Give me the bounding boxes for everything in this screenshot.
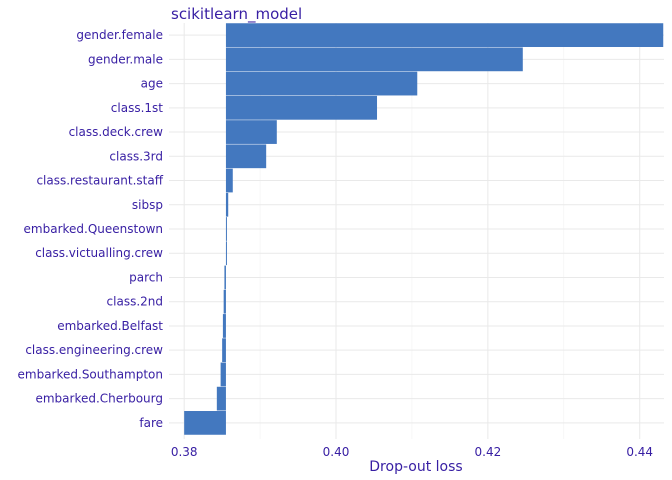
bar-embarked-queenstown [225, 217, 227, 241]
y-tick-label: class.restaurant.staff [36, 174, 163, 188]
x-axis-title: Drop-out loss [369, 459, 462, 475]
y-tick-label: gender.male [88, 52, 163, 66]
y-tick-label: fare [139, 416, 163, 430]
chart-title: scikitlearn_model [171, 5, 302, 24]
y-tick-label: class.1st [111, 101, 163, 115]
y-tick-label: embarked.Queenstown [24, 222, 163, 236]
y-axis-labels: gender.female gender.male age class.1st clas… [18, 28, 164, 430]
bar-age [225, 71, 418, 96]
x-tick-label: 0.44 [626, 445, 653, 459]
y-tick-label: class.victualling.crew [35, 246, 163, 260]
x-axis-labels: 0.38 0.40 0.42 0.44 [171, 445, 653, 459]
y-tick-label: sibsp [132, 198, 163, 212]
y-tick-label: embarked.Southampton [18, 367, 164, 381]
y-tick-label: embarked.Cherbourg [35, 392, 163, 406]
bar-gender-male [225, 47, 523, 72]
bar-sibsp [225, 192, 229, 217]
bar-embarked-cherbourg [216, 386, 226, 411]
bar-class-restaurant-staff [225, 168, 233, 193]
bars [184, 23, 664, 435]
y-tick-label: age [141, 77, 163, 91]
y-tick-label: class.engineering.crew [25, 343, 163, 357]
bar-class-engineering-crew [222, 338, 226, 363]
y-tick-label: embarked.Belfast [57, 319, 163, 333]
x-tick-label: 0.42 [475, 445, 502, 459]
bar-class-2nd [223, 289, 226, 314]
bar-class-3rd [225, 144, 267, 169]
y-tick-label: class.3rd [109, 149, 163, 163]
y-tick-label: gender.female [76, 28, 163, 42]
x-tick-label: 0.38 [171, 445, 198, 459]
bar-class-victualling-crew [225, 241, 227, 266]
bar-class-1st [225, 95, 378, 120]
y-tick-label: parch [129, 270, 163, 284]
bar-embarked-belfast [222, 314, 226, 338]
y-tick-label: class.2nd [107, 295, 163, 309]
bar-embarked-southampton [220, 362, 226, 387]
y-tick-label: class.deck.crew [69, 125, 164, 139]
bar-gender-female [225, 23, 664, 47]
bar-class-deck-crew [225, 120, 277, 144]
bar-parch [224, 265, 226, 290]
x-tick-label: 0.40 [323, 445, 350, 459]
bar-fare [184, 411, 226, 435]
